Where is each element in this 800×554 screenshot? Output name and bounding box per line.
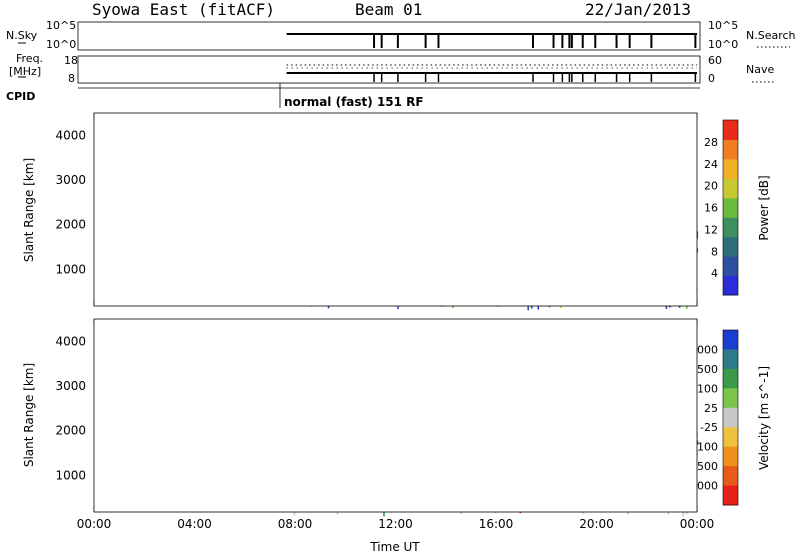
nave-tick-bottom: 0 xyxy=(708,72,715,85)
power-point xyxy=(452,304,454,309)
date-title: 22/Jan/2013 xyxy=(585,0,691,19)
cpid-label: CPID xyxy=(6,90,36,103)
y-tick-label: 2000 xyxy=(55,218,86,232)
beam-title: Beam 01 xyxy=(355,0,423,19)
power-point xyxy=(665,304,668,310)
velocity-point xyxy=(293,509,296,516)
velocity-colorbar-segment xyxy=(723,466,738,487)
power-colorbar-tick: 16 xyxy=(704,202,718,215)
velocity-colorbar-tick: -500 xyxy=(693,460,718,473)
velocity-colorbar-segment xyxy=(723,446,738,467)
freq-tick-bottom: 8 xyxy=(68,72,75,85)
velocity-y-axis-label: Slant Range [km] xyxy=(22,363,36,467)
power-colorbar-segment xyxy=(723,217,738,238)
nave-tick-top: 60 xyxy=(708,54,722,67)
freq-tick-top: 18 xyxy=(64,54,78,67)
power-colorbar-frame xyxy=(722,119,739,296)
power-colorbar-tick: 28 xyxy=(704,136,718,149)
power-colorbar-label: Power [dB] xyxy=(757,175,771,240)
power-colorbar-tick: 4 xyxy=(711,267,718,280)
power-colorbar-segment xyxy=(723,139,738,160)
x-tick-label: 00:00 xyxy=(77,517,112,531)
power-colorbar-segment xyxy=(723,178,738,199)
velocity-colorbar-label: Velocity [m s^-1] xyxy=(757,366,771,470)
velocity-point xyxy=(696,440,699,445)
power-colorbar-tick: 8 xyxy=(711,245,718,258)
x-tick-label: 12:00 xyxy=(378,517,413,531)
power-colorbar-segment xyxy=(723,120,738,140)
power-colorbar-segment xyxy=(723,275,738,296)
velocity-colorbar-tick: -100 xyxy=(693,441,718,454)
velocity-colorbar-segment xyxy=(723,368,738,389)
y-tick-label: 4000 xyxy=(55,334,86,348)
velocity-colorbar-segment xyxy=(723,330,738,350)
nsearch-tick-top: 10^5 xyxy=(708,19,739,32)
velocity-colorbar-segment xyxy=(723,407,738,428)
power-colorbar-tick: 24 xyxy=(704,158,718,171)
power-point xyxy=(327,304,330,309)
nsky-tick-bottom: 10^0 xyxy=(46,38,77,51)
velocity-point xyxy=(682,510,685,517)
power-point xyxy=(527,304,530,311)
velocity-colorbar-segment xyxy=(723,485,738,506)
velocity-colorbar-frame xyxy=(722,329,739,506)
nsearch-label: N.Search xyxy=(746,29,796,42)
velocity-y-axis: 1000 2000 3000 4000 xyxy=(55,334,697,482)
power-y-axis-label: Slant Range [km] xyxy=(22,158,36,262)
power-colorbar-tick: 20 xyxy=(704,180,718,193)
power-panel-frame xyxy=(93,112,698,307)
power-colorbar-tick: 12 xyxy=(704,223,718,236)
x-tick-label: 08:00 xyxy=(278,517,313,531)
nsky-label: N.Sky xyxy=(6,29,38,42)
x-tick-label: 20:00 xyxy=(579,517,614,531)
freq-label-line2: [MHz] xyxy=(9,65,42,78)
power-colorbar-segment xyxy=(723,236,738,257)
nsky-tick-top: 10^5 xyxy=(46,19,77,32)
power-colorbar-segment xyxy=(723,158,738,179)
top-panel-traces xyxy=(286,33,697,82)
x-tick-label: 00:00 xyxy=(680,517,715,531)
velocity-point xyxy=(383,510,385,517)
y-tick-label: 4000 xyxy=(55,128,86,142)
y-tick-label: 3000 xyxy=(55,173,86,187)
power-panel: 1000 2000 3000 4000 Slant Range [km] 4 8 12 16… xyxy=(22,112,771,311)
freq-label-line1: Freq. xyxy=(16,52,44,65)
power-point xyxy=(537,304,540,310)
nsky-panel-frame xyxy=(77,21,701,51)
velocity-panel: 1000 2000 3000 4000 00:00 04:00 08:00 12:00 16:… xyxy=(22,318,771,554)
nsearch-tick-bottom: 10^0 xyxy=(708,38,739,51)
velocity-colorbar-tick: 25 xyxy=(704,402,718,415)
x-axis-label: Time UT xyxy=(369,540,420,554)
velocity-colorbar-segment xyxy=(723,349,738,370)
velocity-colorbar-segment xyxy=(723,427,738,448)
y-tick-label: 1000 xyxy=(55,262,86,276)
x-tick-label: 04:00 xyxy=(177,517,212,531)
cpid-value: normal (fast) 151 RF xyxy=(284,95,424,109)
nave-label: Nave xyxy=(746,63,775,76)
velocity-colorbar-segment xyxy=(723,388,738,409)
y-tick-label: 3000 xyxy=(55,379,86,393)
y-tick-label: 1000 xyxy=(55,468,86,482)
velocity-panel-frame xyxy=(93,318,698,513)
power-colorbar-segment xyxy=(723,197,738,218)
freq-panel-frame xyxy=(77,55,701,84)
station-title: Syowa East (fitACF) xyxy=(92,0,276,19)
power-colorbar: 4 8 12 16 20 24 28 Power [dB] xyxy=(704,119,771,296)
velocity-colorbar-tick: 100 xyxy=(697,382,718,395)
power-y-axis: 1000 2000 3000 4000 xyxy=(55,128,697,276)
y-tick-label: 2000 xyxy=(55,424,86,438)
velocity-colorbar-tick: -25 xyxy=(700,421,718,434)
velocity-colorbar-tick: 500 xyxy=(697,363,718,376)
power-colorbar-segment xyxy=(723,256,738,277)
x-tick-label: 16:00 xyxy=(479,517,514,531)
power-point xyxy=(397,304,399,310)
